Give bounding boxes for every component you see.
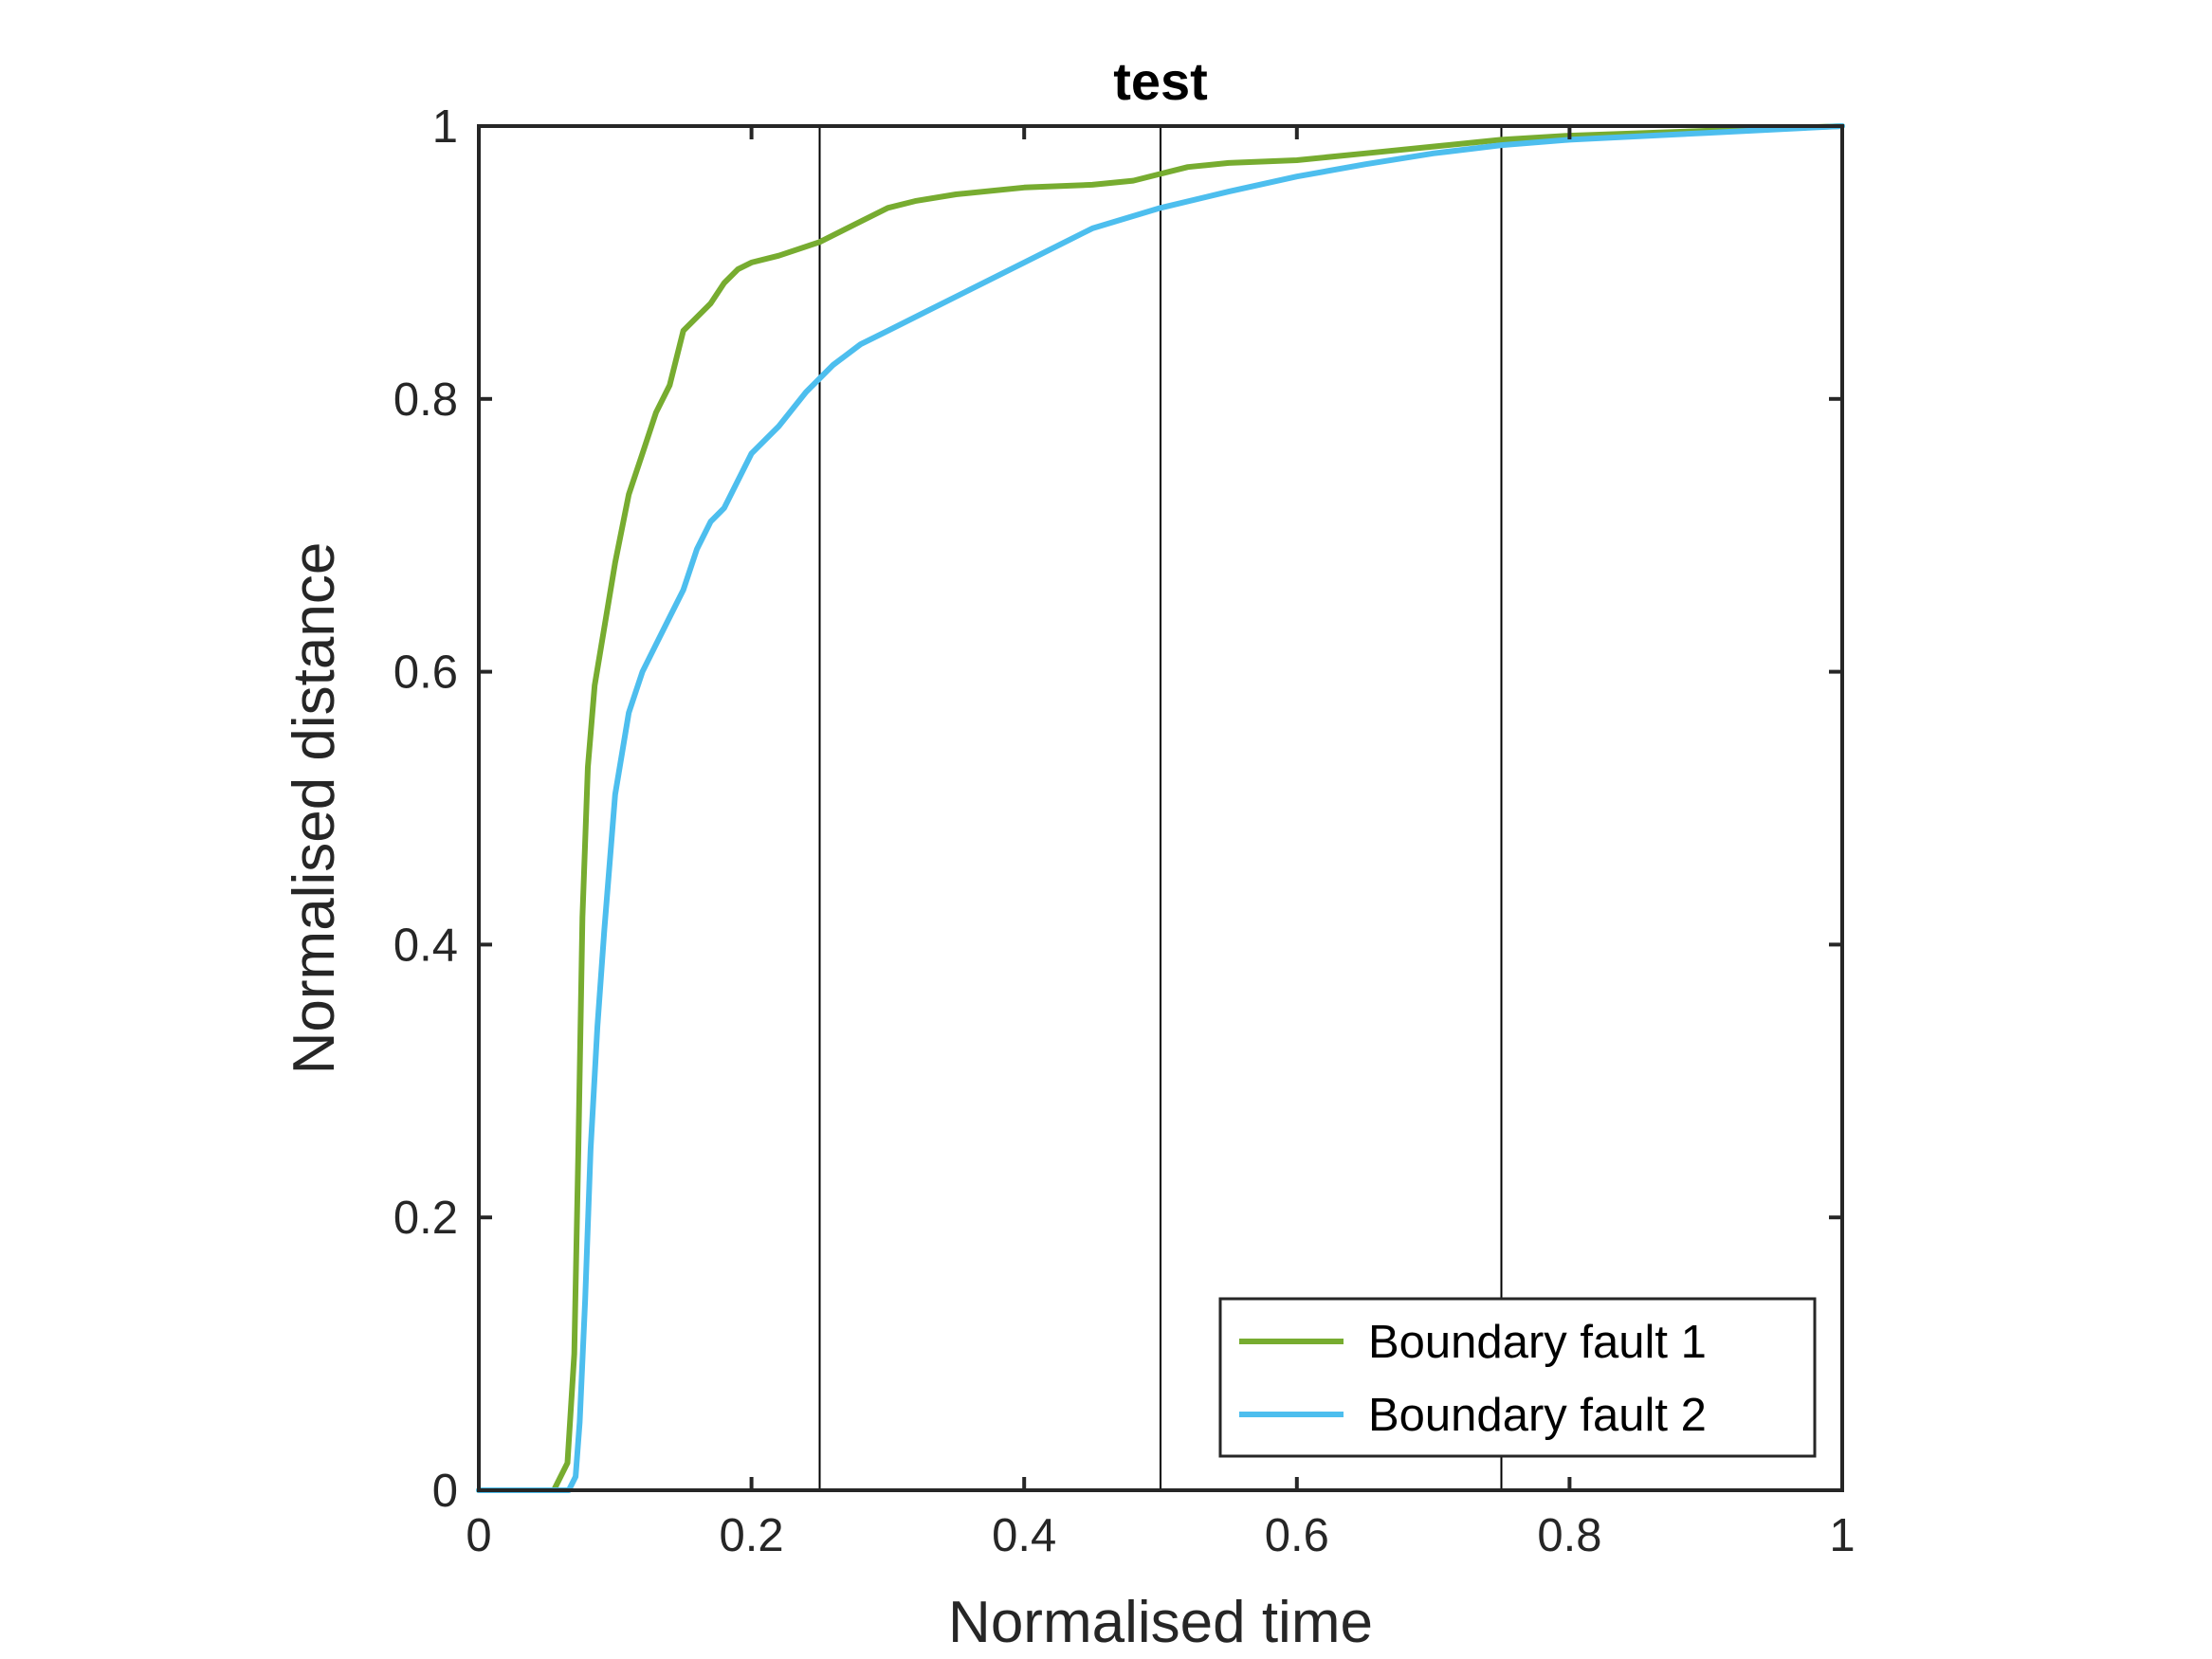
x-tick-label: 0.6 — [1265, 1510, 1329, 1561]
legend-box — [1218, 1297, 1817, 1458]
y-tick-label: 0.2 — [393, 1193, 458, 1244]
y-tick-label: 1 — [432, 101, 458, 153]
tick-labels: 0 0.2 0.4 0.6 0.8 1 0 0.2 0.4 0.6 0.8 1 — [393, 101, 1856, 1561]
legend-label-2: Boundary fault 2 — [1368, 1390, 1707, 1441]
y-tick-label: 0.4 — [393, 920, 458, 971]
y-tick-label: 0.6 — [393, 647, 458, 699]
y-axis-label: Normalised distance — [282, 542, 347, 1075]
reference-lines — [818, 126, 1503, 1490]
series-line-2 — [476, 123, 1845, 1493]
chart-title: test — [1113, 51, 1208, 111]
y-tick-label: 0.8 — [393, 374, 458, 426]
x-tick-label: 0 — [466, 1510, 491, 1561]
y-tick-label: 0 — [432, 1466, 458, 1517]
x-tick-label: 0.8 — [1537, 1510, 1601, 1561]
series-line-1 — [476, 123, 1845, 1493]
legend-label-1: Boundary fault 1 — [1368, 1317, 1707, 1368]
series-lines — [476, 123, 1845, 1493]
plot-frame — [477, 124, 1844, 1492]
x-tick-label: 0.2 — [720, 1510, 784, 1561]
legend: Boundary fault 1 Boundary fault 2 — [1218, 1297, 1817, 1458]
x-tick-label: 0.4 — [992, 1510, 1056, 1561]
x-axis-label: Normalised time — [948, 1590, 1373, 1655]
x-tick-label: 1 — [1829, 1510, 1855, 1561]
